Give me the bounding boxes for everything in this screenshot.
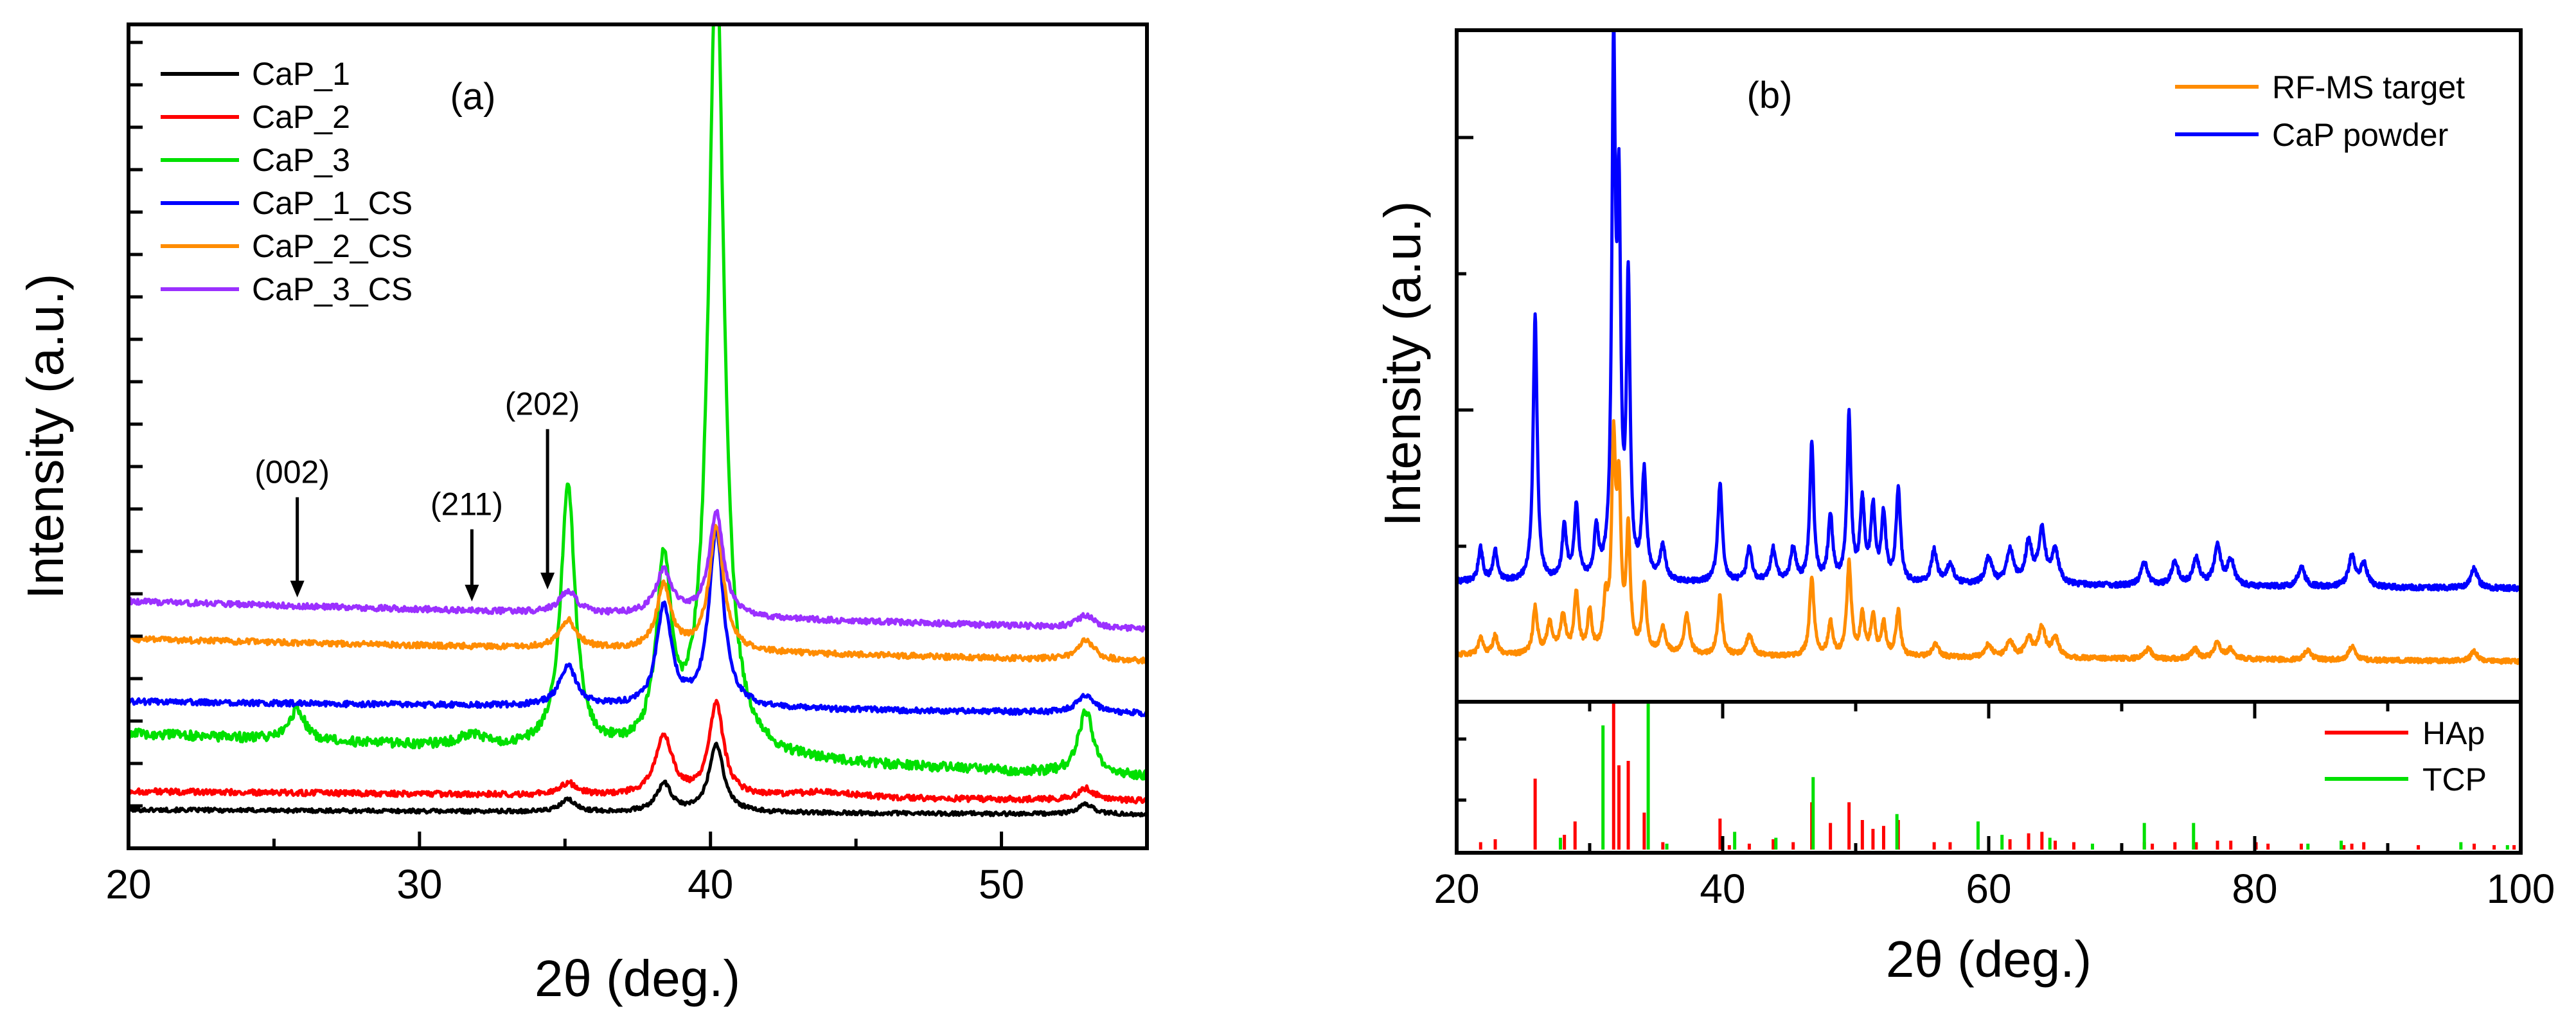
- panel-a-annotation-label: (202): [505, 386, 580, 422]
- panel-a-chart: 20 30 40 50 (002) (211) (202) 2θ (deg.) Inten…: [17, 22, 1149, 1007]
- panel-b-reference-lines: [1479, 702, 2516, 850]
- panel-a-annotation-label: (211): [431, 486, 503, 522]
- panel-a-frame: [127, 22, 1149, 850]
- panel-a-annotation-label: (002): [254, 454, 330, 490]
- panel-b-legend-bottom: HAp TCP: [2325, 715, 2487, 798]
- panel-b-label: (b): [1747, 75, 1793, 116]
- panel-b-tick-labels: 20 40 60 80 100: [1434, 866, 2555, 912]
- panel-b-ylabel: Intensity (a.u.): [1374, 201, 1431, 527]
- panel-b-xlabel: 2θ (deg.): [1886, 931, 2092, 988]
- panel-a-annotation-arrowhead: [465, 584, 479, 602]
- panel-b-legend-label: CaP powder: [2272, 117, 2448, 153]
- panel-b-xtick-label: 40: [1700, 866, 1745, 912]
- panel-b-xtick-label: 100: [2487, 866, 2555, 912]
- panel-a-xlabel: 2θ (deg.): [535, 950, 740, 1007]
- panel-a-series-group: [129, 24, 1147, 818]
- panel-a-ylabel: Intensity (a.u.): [17, 274, 74, 600]
- panel-b-series-cap-powder: [1457, 30, 2521, 593]
- panel-a-xtick-label: 20: [105, 861, 151, 907]
- panel-a-series-cap-3: [129, 24, 1147, 781]
- panel-a-xtick-label: 40: [688, 861, 733, 907]
- panel-b-frame: [1455, 28, 2523, 855]
- panel-b-ref-legend-label: HAp: [2422, 715, 2485, 751]
- panel-a-annotation-arrowhead: [290, 580, 305, 598]
- panel-a-tick-labels: 20 30 40 50: [105, 861, 1024, 907]
- panel-a-series-cap-2: [129, 699, 1147, 805]
- panel-b-legend-top: RF-MS target CaP powder: [2175, 69, 2465, 153]
- panel-a-legend-label: CaP_2: [252, 99, 350, 135]
- panel-a-xtick-label: 30: [396, 861, 442, 907]
- panel-a-series-cap-3-cs: [129, 508, 1147, 633]
- panel-b-xtick-label: 60: [1966, 866, 2011, 912]
- panel-a-series-cap-1-cs: [129, 526, 1147, 718]
- panel-b-series-group: [1457, 30, 2521, 665]
- panel-a-annotation-arrowhead: [540, 573, 555, 590]
- panel-b-chart: 20 40 60 80 100 2θ (deg.) Intensity (a.u.) (…: [1374, 28, 2555, 988]
- panel-a-series-cap-1: [129, 742, 1147, 818]
- panel-a-legend-label: CaP_2_CS: [252, 228, 413, 264]
- panel-a-legend-label: CaP_1_CS: [252, 185, 413, 221]
- panel-a-annotations: (002) (211) (202): [254, 386, 580, 602]
- panel-a-legend-label: CaP_3: [252, 142, 350, 178]
- panel-a-series-cap-2-cs: [129, 524, 1147, 665]
- panel-b-ref-legend-label: TCP: [2422, 762, 2487, 798]
- panel-a-legend-label: CaP_1: [252, 56, 350, 92]
- panel-a-legend: CaP_1 CaP_2 CaP_3 CaP_1_CS CaP_2_CS CaP_3_CS: [161, 56, 413, 307]
- panel-a-label: (a): [450, 76, 496, 118]
- panel-b-series-rf-ms-target: [1457, 419, 2521, 665]
- panel-b-xtick-label: 80: [2232, 866, 2277, 912]
- panel-b-xtick-label: 20: [1434, 866, 1479, 912]
- panel-a-xtick-label: 50: [979, 861, 1024, 907]
- panel-a-legend-label: CaP_3_CS: [252, 271, 413, 307]
- panel-b-legend-label: RF-MS target: [2272, 69, 2465, 105]
